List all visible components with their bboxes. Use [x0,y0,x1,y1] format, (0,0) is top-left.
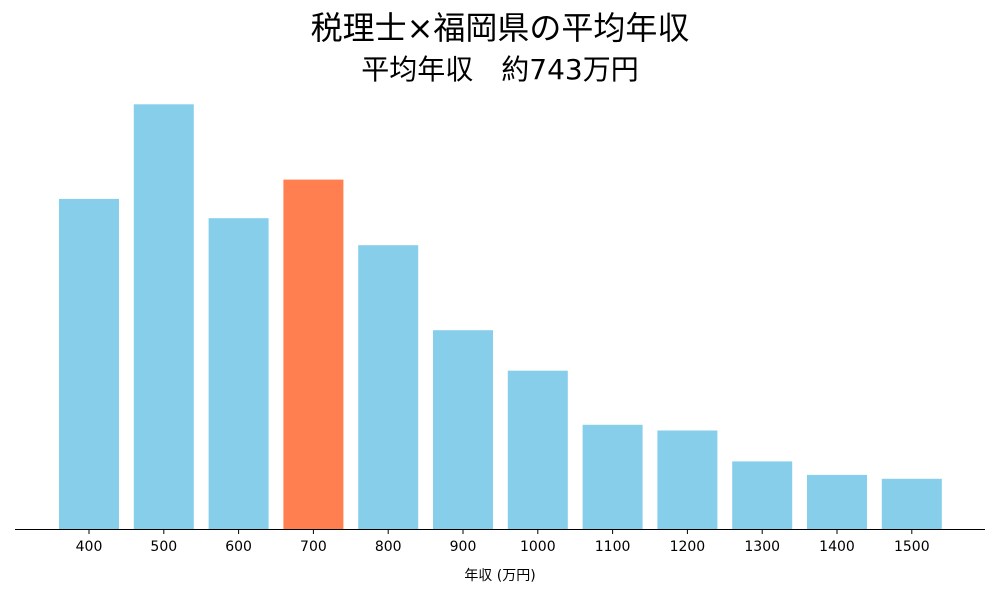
x-tick-label-800: 800 [375,539,402,555]
x-tick-label-600: 600 [225,539,252,555]
bar-500 [133,104,194,530]
bar-1500 [881,478,942,529]
x-tick-label-700: 700 [300,539,327,555]
chart-subtitle: 平均年収 約743万円 [361,53,639,86]
bar-1000 [507,370,568,529]
x-tick-label-1500: 1500 [894,539,930,555]
x-tick-label-1100: 1100 [595,539,631,555]
bar-900 [433,330,493,529]
bar-1300 [732,461,793,529]
bar-1400 [807,474,867,529]
x-tick-label-1300: 1300 [744,539,780,555]
bars-layer [59,104,942,530]
bar-700 [283,179,344,529]
x-tick-label-400: 400 [76,539,103,555]
x-tick-label-500: 500 [150,539,177,555]
x-axis-label: 年収 (万円) [464,568,535,584]
bar-400 [59,198,119,529]
chart-title: 税理士×福岡県の平均年収 [310,9,690,47]
x-tick-label-1400: 1400 [819,539,855,555]
x-tick-label-1000: 1000 [520,539,556,555]
x-tick-label-1200: 1200 [670,539,706,555]
bar-1200 [657,430,718,529]
ticks-layer: 400 500 600 700 800 900 1000 1100 1200 1300 1400 15… [76,529,930,555]
bar-1100 [582,424,643,529]
bar-600 [208,218,269,529]
x-tick-label-900: 900 [450,539,477,555]
bar-800 [358,245,419,529]
